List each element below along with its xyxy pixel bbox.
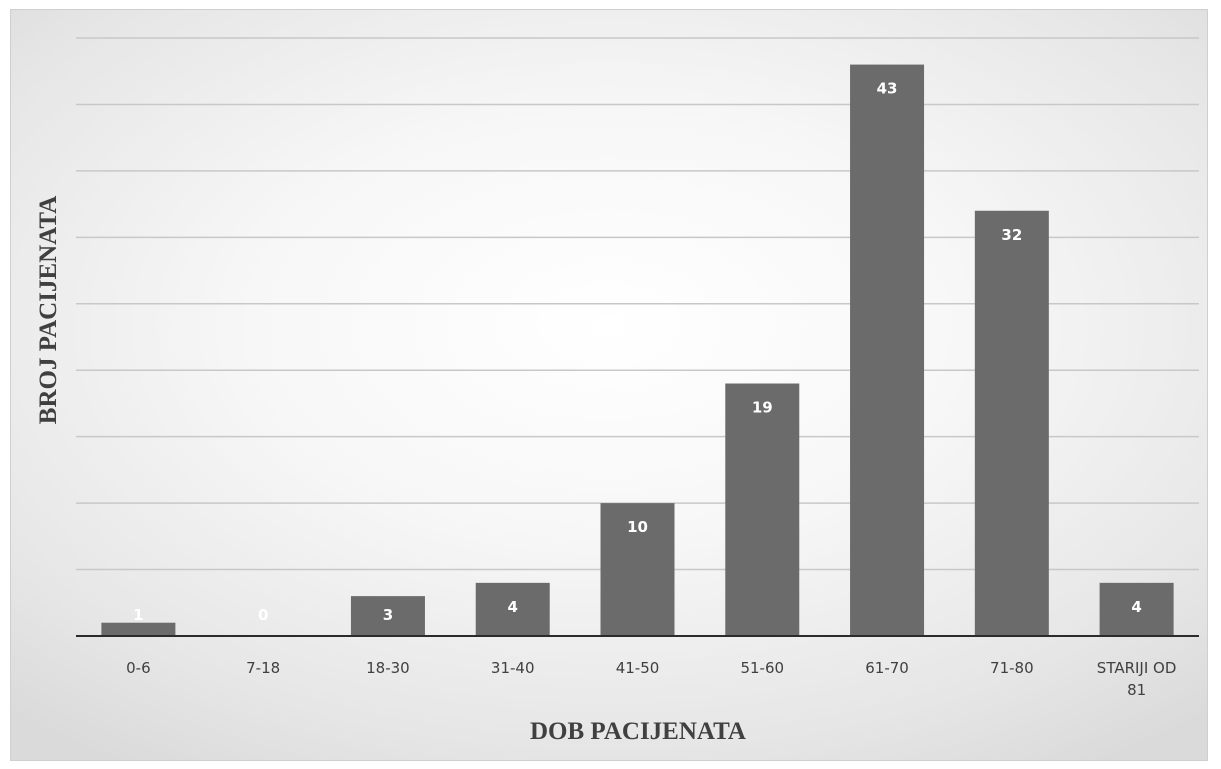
bar: [974, 210, 1049, 636]
y-axis-title: BROJ PACIJENATA: [35, 196, 62, 424]
data-label: 3: [383, 606, 393, 624]
data-label: 10: [627, 518, 648, 536]
data-label: 43: [877, 80, 898, 98]
x-tick-label: 81: [1127, 681, 1146, 699]
x-tick-label: 51-60: [740, 659, 784, 677]
x-tick-label: 71-80: [990, 659, 1034, 677]
x-tick-label: STARIJI OD: [1097, 659, 1177, 677]
data-label: 4: [1131, 598, 1141, 616]
bar: [600, 503, 675, 636]
data-label: 0: [258, 606, 268, 624]
x-tick-label: 31-40: [491, 659, 535, 677]
data-label: 4: [508, 598, 518, 616]
bar: [475, 582, 550, 636]
x-tick-label: 0-6: [126, 659, 151, 677]
bar: [725, 383, 800, 636]
bar-chart: 1 0 3 4 10 19 43 32 4 0-6 7-18 18-30 31-40 41-50 51-6…: [10, 9, 1208, 761]
gridlines: [76, 37, 1199, 571]
x-tick-label: 61-70: [865, 659, 909, 677]
x-tick-label: 7-18: [246, 659, 280, 677]
data-label: 1: [133, 606, 143, 624]
data-label: 19: [752, 399, 773, 417]
bar: [350, 596, 425, 636]
x-axis-title: DOB PACIJENATA: [530, 718, 746, 745]
bar: [101, 622, 176, 636]
bar: [850, 64, 925, 637]
x-tick-label: 41-50: [616, 659, 660, 677]
x-tick-labels: 0-6 7-18 18-30 31-40 41-50 51-60 61-70 71-80 STA…: [126, 659, 1176, 699]
data-label: 32: [1001, 226, 1022, 244]
x-tick-label: 18-30: [366, 659, 410, 677]
bar: [1099, 582, 1174, 636]
